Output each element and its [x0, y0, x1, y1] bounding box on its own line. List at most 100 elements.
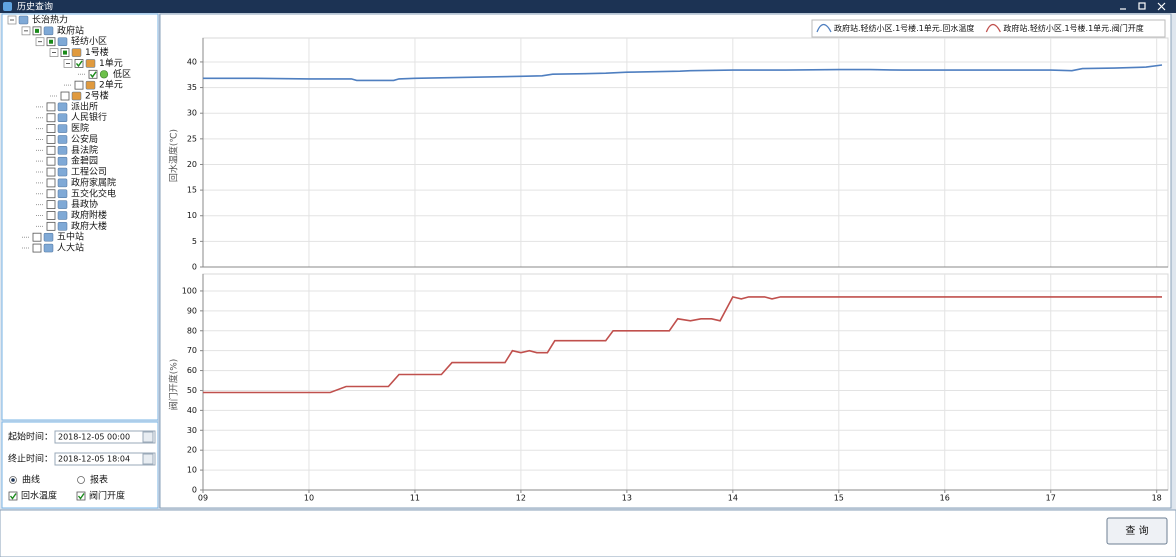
checkbox-check — [9, 493, 17, 500]
node-icon — [57, 222, 68, 231]
node-icon — [71, 91, 82, 101]
node-icon — [57, 200, 68, 209]
node-icon — [57, 167, 68, 177]
node-icon — [43, 243, 54, 253]
close-button[interactable] — [1157, 2, 1166, 11]
calendar-button[interactable] — [142, 453, 154, 465]
checkbox[interactable] — [46, 200, 56, 210]
node-icon — [57, 124, 68, 133]
checkbox[interactable] — [46, 178, 56, 188]
y-tick-label: 20 — [187, 446, 197, 455]
tree-node-label[interactable]: 2号楼 — [85, 90, 109, 102]
tree-node-label[interactable]: 人民银行 — [71, 111, 107, 123]
tree-node-label[interactable]: 轻纺小区 — [71, 35, 107, 47]
x-tick-label: 18 — [1152, 494, 1162, 503]
checkbox[interactable] — [76, 491, 86, 501]
datetime-value: 2018-12-05 18:04 — [58, 455, 130, 464]
checkbox[interactable] — [46, 113, 56, 123]
field-label: 起始时间： — [8, 431, 53, 443]
x-tick-label: 15 — [834, 494, 844, 503]
tree-node-label[interactable]: 长治热力 — [32, 14, 68, 26]
query-button[interactable] — [1106, 517, 1168, 545]
plot-area — [202, 273, 1169, 491]
calendar-button[interactable] — [142, 431, 154, 443]
restore-button[interactable] — [1138, 2, 1146, 10]
checkbox[interactable] — [88, 69, 98, 79]
tree-node-label[interactable]: 县法院 — [71, 144, 98, 156]
checkbox-label[interactable]: 阀门开度 — [89, 490, 125, 502]
checkbox[interactable] — [8, 491, 18, 501]
datetime-input[interactable] — [54, 452, 156, 466]
checkbox[interactable] — [74, 59, 84, 68]
checkbox[interactable] — [46, 124, 56, 133]
checkbox[interactable] — [32, 232, 42, 242]
tree-node-label[interactable]: 派出所 — [71, 100, 98, 112]
tree-node-label[interactable]: 县政协 — [71, 198, 98, 210]
y-tick-label: 5 — [192, 237, 197, 246]
y-tick-label: 90 — [187, 306, 197, 315]
legend-swatch — [985, 23, 1001, 33]
checkbox[interactable] — [46, 167, 56, 177]
datetime-value: 2018-12-05 00:00 — [58, 433, 130, 442]
tree-node-label[interactable]: 2单元 — [99, 79, 123, 91]
checkbox[interactable] — [74, 80, 84, 90]
checkbox[interactable] — [46, 135, 56, 144]
tree-node-label[interactable]: 政府大楼 — [71, 220, 107, 232]
tree-node-label[interactable]: 医院 — [71, 122, 89, 134]
y-tick-label: 100 — [182, 286, 197, 295]
y-tick-label: 30 — [187, 426, 197, 435]
radio-dot — [11, 478, 15, 482]
x-tick-label: 09 — [198, 494, 208, 503]
x-tick-label: 16 — [940, 494, 950, 503]
node-icon — [71, 48, 82, 57]
node-icon — [57, 156, 68, 166]
checkbox[interactable] — [46, 145, 56, 155]
splitter[interactable] — [158, 14, 160, 508]
radio-label[interactable]: 报表 — [90, 474, 108, 486]
checkbox[interactable] — [46, 189, 56, 199]
y-tick-label: 30 — [187, 109, 197, 118]
checkbox-partial — [49, 39, 53, 44]
legend-label[interactable]: 政府站.轻纺小区.1号楼.1单元.阀门开度 — [1003, 23, 1143, 33]
checkbox[interactable] — [46, 211, 56, 220]
checkbox-label[interactable]: 回水温度 — [21, 490, 57, 502]
checkbox[interactable] — [46, 156, 56, 166]
y-tick-label: 0 — [192, 486, 197, 495]
y-tick-label: 40 — [187, 57, 197, 66]
plot-area — [202, 37, 1169, 268]
checkbox-partial — [63, 50, 67, 55]
y-tick-label: 20 — [187, 160, 197, 169]
tree-node-label[interactable]: 公安局 — [71, 133, 98, 145]
tree-node-label[interactable]: 低区 — [113, 68, 131, 80]
y-tick-label: 10 — [187, 466, 197, 475]
checkbox[interactable] — [32, 243, 42, 253]
tree-node-label[interactable]: 人大站 — [57, 242, 84, 254]
legend-label[interactable]: 政府站.轻纺小区.1号楼.1单元.回水温度 — [834, 23, 974, 33]
tree-node-label[interactable]: 政府附楼 — [71, 209, 107, 221]
node-icon — [57, 102, 68, 112]
y-tick-label: 35 — [187, 83, 197, 92]
radio-label[interactable]: 曲线 — [22, 474, 40, 486]
checkbox[interactable] — [46, 102, 56, 112]
tree-node-label[interactable]: 五交化交电 — [71, 187, 116, 199]
x-tick-label: 17 — [1046, 494, 1056, 503]
tree-node-label[interactable]: 1号楼 — [85, 46, 109, 58]
tree-node-label[interactable]: 政府站 — [57, 24, 84, 36]
y-tick-label: 25 — [187, 134, 197, 143]
radio-button[interactable] — [77, 476, 85, 484]
tree-node-label[interactable]: 工程公司 — [71, 167, 107, 178]
datetime-input[interactable] — [54, 430, 156, 444]
checkbox[interactable] — [60, 91, 70, 101]
tree-node-label[interactable]: 1单元 — [99, 57, 123, 69]
series-line — [203, 64, 1163, 82]
y-tick-label: 50 — [187, 386, 197, 395]
tree-node-label[interactable]: 金碧园 — [71, 155, 98, 167]
query-button-label[interactable]: 查 询 — [1125, 524, 1148, 537]
node-icon — [43, 26, 54, 36]
checkbox[interactable] — [46, 221, 56, 231]
tree-node-label[interactable]: 五中站 — [57, 231, 84, 243]
checkbox-check — [75, 60, 83, 68]
tree-node-label[interactable]: 政府家属院 — [71, 176, 116, 188]
y-tick-label: 10 — [187, 211, 197, 220]
